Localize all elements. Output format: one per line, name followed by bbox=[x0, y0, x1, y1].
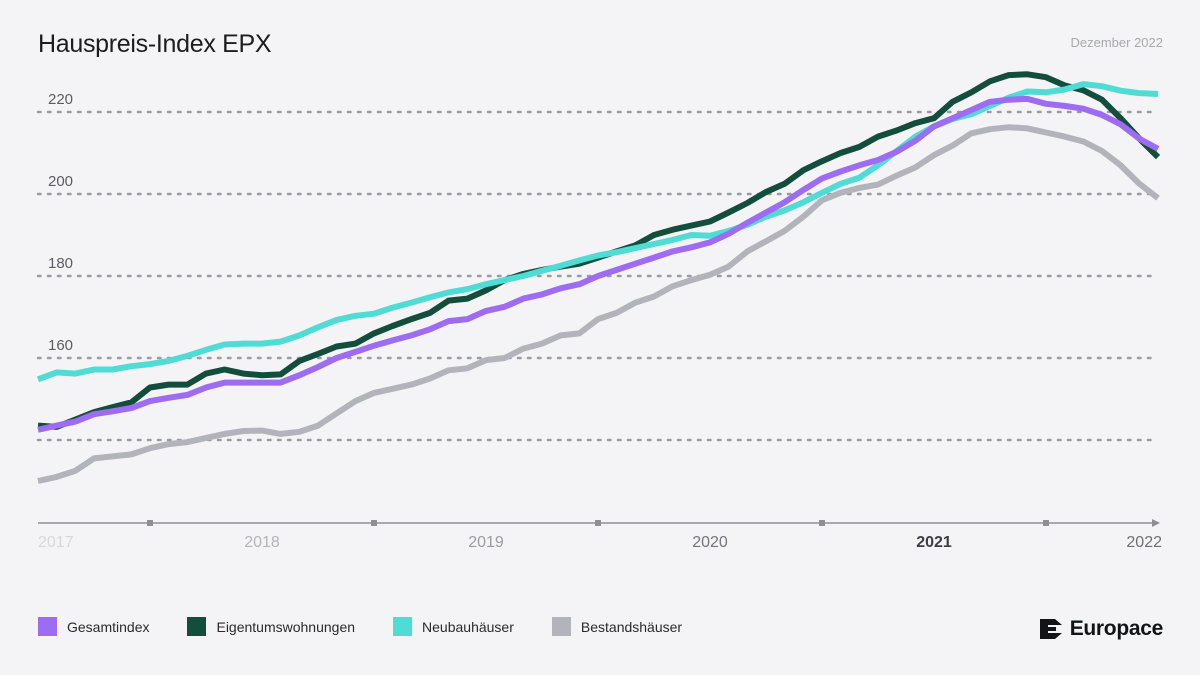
legend-item-eigentumswohnungen: Eigentumswohnungen bbox=[187, 617, 355, 636]
y-tick-labels: 160 180 200 220 bbox=[48, 91, 73, 354]
y-tick-label-160: 160 bbox=[48, 337, 73, 354]
y-tick-label-220: 220 bbox=[48, 91, 73, 108]
legend-swatch bbox=[187, 617, 207, 636]
brand-name: Europace bbox=[1069, 617, 1164, 640]
series-line-gesamtindex bbox=[37, 95, 1160, 433]
chart-date: Dezember 2022 bbox=[1070, 35, 1164, 50]
x-tick-label-2018: 2018 bbox=[244, 534, 280, 551]
x-axis bbox=[38, 519, 1160, 527]
legend-label: Gesamtindex bbox=[67, 618, 150, 635]
chart-legend: Gesamtindex Eigentumswohnungen Neubauhäu… bbox=[38, 617, 720, 636]
legend-label: Neubauhäuser bbox=[422, 618, 514, 635]
series-line-neubauhaeuser bbox=[36, 81, 1159, 383]
legend-swatch bbox=[551, 617, 571, 636]
brand-logo: Europace bbox=[1039, 617, 1164, 641]
x-tick-label-2021: 2021 bbox=[916, 534, 952, 551]
line-chart: 160 180 200 220 2017 2018 2019 2020 2021 2022 bbox=[36, 71, 1162, 551]
x-minor-tick bbox=[371, 520, 377, 526]
legend-swatch bbox=[38, 617, 57, 636]
x-minor-tick bbox=[147, 520, 153, 526]
series-lines bbox=[36, 71, 1161, 484]
x-minor-tick bbox=[819, 520, 825, 526]
y-tick-label-200: 200 bbox=[48, 173, 73, 190]
legend-item-neubauhaeuser: Neubauhäuser bbox=[393, 617, 514, 636]
x-axis-arrow bbox=[1152, 519, 1160, 527]
x-tick-labels: 2017 2018 2019 2020 2021 2022 bbox=[38, 534, 1162, 551]
legend-label: Eigentumswohnungen bbox=[216, 618, 356, 635]
europace-logo-icon bbox=[1039, 619, 1062, 639]
legend-item-bestandshaeuser: Bestandshäuser bbox=[551, 617, 683, 636]
legend-swatch bbox=[393, 617, 413, 636]
y-tick-label-180: 180 bbox=[48, 255, 73, 272]
chart-title: Hauspreis-Index EPX bbox=[38, 30, 272, 58]
x-minor-tick bbox=[1043, 520, 1049, 526]
x-minor-tick bbox=[595, 520, 601, 526]
series-line-bestandshaeuser bbox=[37, 124, 1160, 484]
legend-label: Bestandshäuser bbox=[580, 618, 683, 635]
x-tick-label-2022: 2022 bbox=[1126, 534, 1162, 551]
legend-item-gesamtindex: Gesamtindex bbox=[38, 617, 149, 636]
x-tick-label-2017: 2017 bbox=[38, 534, 74, 551]
x-tick-label-2020: 2020 bbox=[692, 534, 728, 551]
x-tick-label-2019: 2019 bbox=[468, 534, 504, 551]
